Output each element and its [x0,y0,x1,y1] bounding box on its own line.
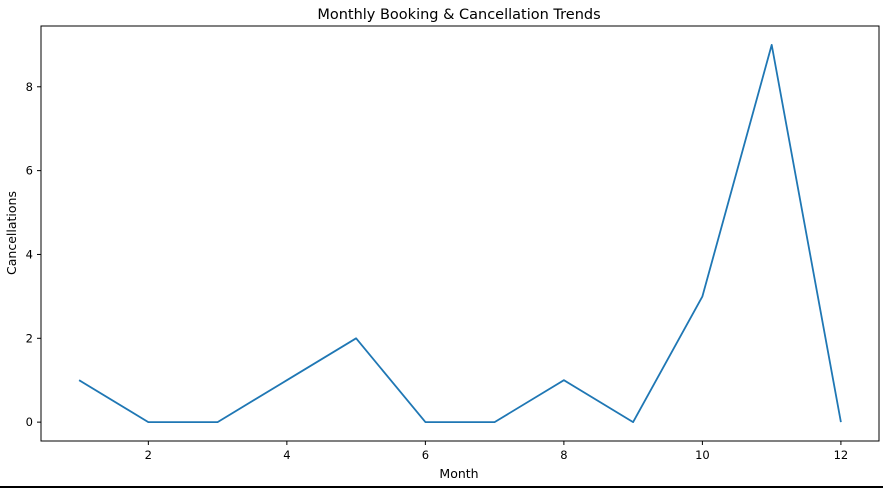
x-axis-label: Month [439,466,478,481]
y-axis-label: Cancellations [4,191,19,275]
x-tick-label: 10 [695,448,710,462]
y-tick-label: 6 [26,164,33,178]
plot-area-frame [40,25,880,442]
x-tick-label: 4 [283,448,290,462]
x-tick-label: 8 [560,448,567,462]
y-axis-ticks: 0 2 4 6 8 [26,80,41,429]
y-tick-label: 8 [26,80,33,94]
series-layer [78,44,842,424]
chart-title: Monthly Booking & Cancellation Trends [317,7,600,23]
bottom-border [0,486,883,488]
y-tick-label: 4 [26,247,33,261]
x-tick-label: 12 [834,448,849,462]
y-tick-label: 0 [26,415,33,429]
y-tick-label: 2 [26,331,33,345]
series-line-cancellations [78,44,842,424]
x-axis-ticks: 2 4 6 8 10 12 [145,441,849,462]
x-tick-label: 6 [422,448,429,462]
x-tick-label: 2 [145,448,152,462]
